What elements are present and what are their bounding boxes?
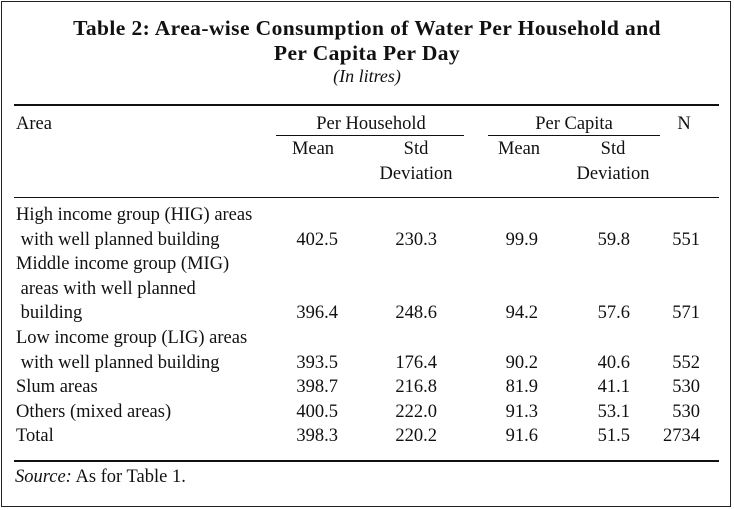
row-label: Middle income group (MIG) [16, 254, 230, 275]
cell-n: 552 [672, 352, 700, 373]
row-label: Others (mixed areas) [16, 401, 172, 422]
header-pc-std-line1: Std [600, 139, 626, 159]
title-line-1: Table 2: Area-wise Consumption of Water … [73, 16, 661, 40]
cell-pc-sd: 41.1 [597, 377, 630, 398]
top-rule [14, 104, 719, 106]
source-label: Source: [15, 467, 72, 487]
cell-pc-sd: 40.6 [597, 352, 630, 373]
title-line-2: Per Capita Per Day [273, 41, 461, 65]
row-label: with well planned building [16, 229, 220, 250]
per-capita-underline [488, 135, 660, 136]
header-hh-std-line1: Std [403, 139, 429, 159]
cell-n: 2734 [663, 426, 700, 447]
cell-pc-mean: 99.9 [505, 229, 538, 250]
cell-pc-mean: 91.6 [505, 426, 538, 447]
cell-hh-sd: 176.4 [395, 352, 437, 373]
cell-hh-mean: 400.5 [296, 401, 338, 422]
header-hh-mean: Mean [291, 139, 335, 159]
cell-pc-mean: 81.9 [505, 377, 538, 398]
row-label: Total [16, 426, 54, 447]
cell-hh-mean: 393.5 [296, 352, 338, 373]
row-label: Slum areas [16, 377, 98, 398]
unit-note: (In litres) [333, 66, 401, 86]
cell-n: 571 [672, 303, 700, 324]
header-rule [14, 197, 719, 198]
table-title: Table 2: Area-wise Consumption of Water … [0, 16, 734, 66]
header-per-household: Per Household [316, 114, 426, 134]
source-note: Source: As for Table 1. [15, 467, 186, 488]
header-area: Area [16, 114, 52, 134]
header-n: N [677, 114, 691, 134]
cell-pc-sd: 59.8 [597, 229, 630, 250]
row-label: areas with well planned [16, 278, 196, 299]
header-pc-std: Std Deviation [566, 137, 660, 187]
cell-hh-mean: 402.5 [296, 229, 338, 250]
row-label: Low income group (LIG) areas [16, 328, 248, 348]
header-hh-std-line2: Deviation [379, 164, 453, 184]
cell-pc-sd: 53.1 [597, 401, 630, 422]
cell-pc-sd: 57.6 [597, 303, 630, 324]
row-label: building [16, 303, 83, 324]
header-hh-std: Std Deviation [372, 137, 460, 187]
cell-hh-sd: 222.0 [395, 401, 437, 422]
source-text: As for Table 1. [71, 467, 186, 487]
header-pc-std-line2: Deviation [576, 164, 650, 184]
cell-hh-sd: 230.3 [395, 229, 437, 250]
header-per-capita: Per Capita [535, 114, 613, 134]
cell-n: 551 [672, 229, 700, 250]
cell-n: 530 [672, 401, 700, 422]
cell-n: 530 [672, 377, 700, 398]
cell-pc-mean: 90.2 [505, 352, 538, 373]
cell-hh-mean: 398.7 [296, 377, 338, 398]
cell-hh-sd: 248.6 [395, 303, 437, 324]
header-pc-mean: Mean [497, 139, 541, 159]
cell-hh-mean: 398.3 [296, 426, 338, 447]
cell-pc-mean: 91.3 [505, 401, 538, 422]
cell-pc-mean: 94.2 [505, 303, 538, 324]
cell-pc-sd: 51.5 [597, 426, 630, 447]
row-label: with well planned building [16, 352, 220, 373]
row-label: High income group (HIG) areas [16, 205, 253, 225]
per-household-underline [276, 135, 464, 136]
cell-hh-mean: 396.4 [296, 303, 338, 324]
cell-hh-sd: 220.2 [395, 426, 437, 447]
cell-hh-sd: 216.8 [395, 377, 437, 398]
bottom-rule [14, 460, 719, 462]
